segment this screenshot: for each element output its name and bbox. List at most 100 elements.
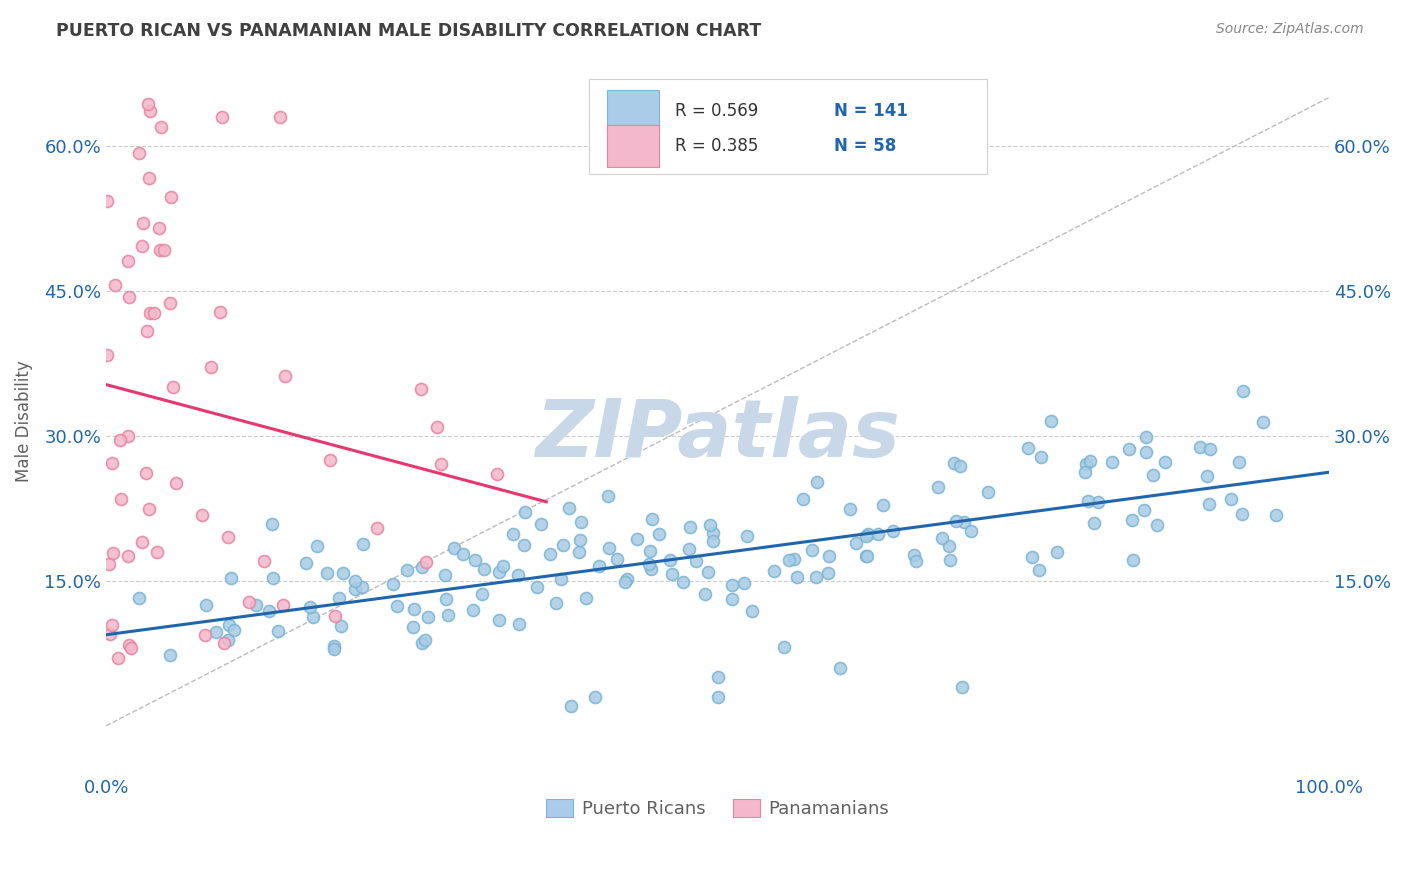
Point (395, 563, 418, 577)
Point (806, 475, 828, 489)
Point (128, 591, 150, 605)
Point (696, 565, 718, 579)
Point (945, 514, 967, 528)
Point (721, 578, 744, 592)
Point (305, 539, 328, 553)
Point (1101, 455, 1123, 469)
Point (302, 610, 325, 624)
Point (679, 520, 702, 534)
Point (344, 574, 367, 588)
Point (128, 146, 150, 161)
Point (98, 627, 121, 641)
Text: R = 0.385: R = 0.385 (675, 137, 758, 155)
Point (706, 690, 728, 704)
Point (1087, 494, 1109, 508)
Point (194, 598, 217, 612)
Point (855, 529, 877, 543)
Point (508, 617, 530, 632)
Point (269, 110, 291, 124)
Point (855, 549, 877, 563)
Point (488, 613, 510, 627)
Point (257, 604, 280, 618)
FancyBboxPatch shape (607, 90, 659, 132)
Point (136, 97, 159, 112)
Point (426, 420, 449, 434)
Point (165, 475, 187, 490)
Point (616, 572, 638, 586)
Point (938, 540, 960, 554)
Point (1135, 445, 1157, 459)
Point (138, 171, 160, 186)
Point (1227, 455, 1250, 469)
Point (330, 619, 353, 633)
Point (437, 608, 460, 623)
Point (146, 545, 169, 559)
Point (659, 553, 682, 567)
Point (471, 587, 494, 601)
Point (160, 189, 183, 203)
Point (1230, 508, 1253, 522)
Point (325, 609, 347, 624)
Point (208, 305, 231, 319)
Point (1031, 450, 1053, 465)
Point (778, 553, 800, 567)
Point (1198, 496, 1220, 510)
Point (1073, 465, 1095, 479)
Point (488, 566, 510, 580)
Point (661, 567, 683, 582)
Point (401, 620, 423, 634)
Point (221, 570, 243, 584)
Point (162, 380, 184, 394)
Point (817, 566, 839, 580)
Point (1146, 518, 1168, 533)
Point (927, 480, 949, 494)
Point (344, 582, 367, 596)
Point (1021, 550, 1043, 565)
Point (953, 515, 976, 529)
Point (472, 562, 495, 576)
Point (107, 651, 129, 665)
Point (159, 296, 181, 310)
Point (352, 580, 374, 594)
Point (772, 640, 794, 654)
Point (640, 562, 662, 576)
Point (804, 569, 827, 583)
Point (492, 559, 515, 574)
Point (706, 670, 728, 684)
Point (238, 595, 260, 609)
Point (569, 533, 592, 548)
Point (783, 551, 806, 566)
Point (530, 516, 553, 531)
Point (1076, 458, 1098, 472)
Point (217, 530, 239, 544)
Point (1133, 502, 1156, 516)
Point (138, 501, 160, 516)
Point (152, 243, 174, 257)
Point (381, 576, 404, 591)
Text: N = 141: N = 141 (834, 102, 908, 120)
Point (404, 601, 426, 615)
Point (513, 505, 536, 519)
Text: N = 58: N = 58 (834, 137, 896, 155)
Point (319, 453, 342, 467)
Point (416, 610, 439, 624)
Point (443, 541, 465, 556)
Point (253, 554, 276, 568)
Point (866, 527, 889, 541)
Point (1142, 467, 1164, 482)
Point (678, 541, 700, 556)
Point (588, 559, 610, 574)
Point (626, 532, 648, 546)
Point (560, 699, 582, 714)
Point (741, 604, 763, 618)
Point (262, 516, 284, 531)
Point (139, 103, 162, 118)
Text: ZIPatlas: ZIPatlas (536, 396, 900, 475)
Point (110, 492, 132, 507)
Point (508, 567, 530, 582)
FancyBboxPatch shape (589, 79, 987, 174)
Point (117, 429, 139, 443)
Point (464, 552, 486, 566)
Point (721, 592, 744, 607)
Point (131, 535, 153, 549)
